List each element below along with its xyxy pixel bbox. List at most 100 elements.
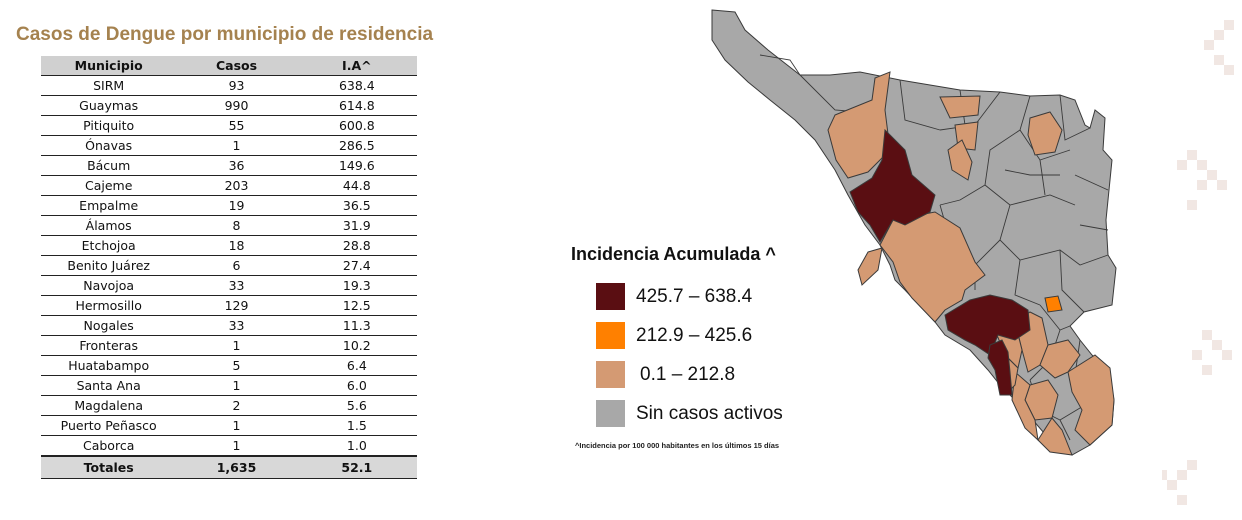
- region-pitiquito: [849, 128, 936, 243]
- cell-ia: 31.9: [296, 215, 417, 236]
- totals-casos: 1,635: [176, 455, 297, 479]
- page-title: Casos de Dengue por municipio de residen…: [16, 24, 434, 45]
- cell-municipio: Puerto Peñasco: [41, 415, 177, 436]
- cell-ia: 27.4: [296, 255, 417, 276]
- cell-ia: 1.5: [296, 415, 417, 436]
- cell-casos: 93: [176, 75, 297, 96]
- table-row: Puerto Peñasco 1 1.5: [41, 415, 417, 436]
- totals-ia: 52.1: [296, 455, 417, 479]
- header-casos: Casos: [176, 56, 297, 76]
- cell-casos: 5: [176, 355, 297, 376]
- legend-item-high: 425.7 – 638.4: [596, 277, 783, 316]
- cell-ia: 12.5: [296, 295, 417, 316]
- cell-municipio: Hermosillo: [41, 295, 177, 316]
- table-row: Nogales 33 11.3: [41, 315, 417, 336]
- region-etchojoa: [1011, 370, 1039, 442]
- cell-municipio: Cajeme: [41, 175, 177, 196]
- cell-ia: 6.0: [296, 375, 417, 396]
- cell-municipio: Fronteras: [41, 335, 177, 356]
- region-onavas: [1044, 295, 1063, 313]
- table-row: Ónavas 1 286.5: [41, 135, 417, 156]
- decorative-pattern: [1162, 20, 1234, 505]
- totals-label: Totales: [41, 455, 177, 479]
- cell-casos: 129: [176, 295, 297, 316]
- legend-item-low: 0.1 – 212.8: [596, 355, 783, 394]
- cell-ia: 5.6: [296, 395, 417, 416]
- region-alamos: [1067, 354, 1115, 446]
- cell-ia: 600.8: [296, 115, 417, 136]
- cell-casos: 33: [176, 315, 297, 336]
- table-row: Magdalena 2 5.6: [41, 395, 417, 416]
- region-huatabampo: [1037, 417, 1073, 456]
- legend-footnote: ^Incidencia por 100 000 habitantes en lo…: [575, 441, 780, 450]
- cell-casos: 18: [176, 235, 297, 256]
- table-row: Empalme 19 36.5: [41, 195, 417, 216]
- legend-swatch-high: [596, 283, 625, 310]
- table-row: Cajeme 203 44.8: [41, 175, 417, 196]
- legend-item-none: Sin casos activos: [596, 394, 783, 433]
- table-row: Huatabampo 5 6.4: [41, 355, 417, 376]
- legend-swatch-none: [596, 400, 625, 427]
- cell-casos: 36: [176, 155, 297, 176]
- cell-ia: 286.5: [296, 135, 417, 156]
- region-puerto-penasco: [857, 247, 883, 286]
- cell-municipio: Empalme: [41, 195, 177, 216]
- region-nogales: [947, 139, 973, 181]
- cell-municipio: Ónavas: [41, 135, 177, 156]
- cell-municipio: Huatabampo: [41, 355, 177, 376]
- cell-casos: 8: [176, 215, 297, 236]
- cell-municipio: Etchojoa: [41, 235, 177, 256]
- cell-municipio: Benito Juárez: [41, 255, 177, 276]
- cell-ia: 6.4: [296, 355, 417, 376]
- cell-ia: 19.3: [296, 275, 417, 296]
- totals-row: Totales 1,635 52.1: [41, 455, 417, 479]
- cell-ia: 28.8: [296, 235, 417, 256]
- cell-municipio: Santa Ana: [41, 375, 177, 396]
- cell-casos: 990: [176, 95, 297, 116]
- cell-casos: 1: [176, 415, 297, 436]
- table-row: Guaymas 990 614.8: [41, 95, 417, 116]
- header-ia: I.A^: [296, 56, 417, 76]
- cases-table: Municipio Casos I.A^ SIRM 93 638.4 Guaymas 9…: [41, 56, 417, 479]
- cell-municipio: Guaymas: [41, 95, 177, 116]
- legend-label-none: Sin casos activos: [636, 402, 783, 424]
- header-municipio: Municipio: [41, 56, 177, 76]
- cell-casos: 33: [176, 275, 297, 296]
- table-row: Álamos 8 31.9: [41, 215, 417, 236]
- table-row: Pitiquito 55 600.8: [41, 115, 417, 136]
- table-row: Santa Ana 1 6.0: [41, 375, 417, 396]
- table-row: Hermosillo 129 12.5: [41, 295, 417, 316]
- cell-ia: 11.3: [296, 315, 417, 336]
- legend-title: Incidencia Acumulada ^: [571, 244, 776, 264]
- table-row: Benito Juárez 6 27.4: [41, 255, 417, 276]
- cell-ia: 614.8: [296, 95, 417, 116]
- cell-ia: 36.5: [296, 195, 417, 216]
- legend-label-high: 425.7 – 638.4: [636, 285, 753, 307]
- cell-ia: 44.8: [296, 175, 417, 196]
- cell-casos: 1: [176, 335, 297, 356]
- region-sirm: [987, 339, 1013, 396]
- cell-municipio: Bácum: [41, 155, 177, 176]
- cell-casos: 6: [176, 255, 297, 276]
- table-row: SIRM 93 638.4: [41, 75, 417, 96]
- region-guaymas: [944, 294, 1031, 356]
- legend-swatch-mid: [596, 322, 625, 349]
- cell-municipio: SIRM: [41, 75, 177, 96]
- region-fronteras: [1027, 111, 1063, 156]
- region-hermosillo: [879, 211, 986, 323]
- table-header-row: Municipio Casos I.A^: [41, 56, 417, 76]
- map-legend: Incidencia Acumulada ^ 425.7 – 638.4 212…: [571, 244, 783, 433]
- cell-municipio: Pitiquito: [41, 115, 177, 136]
- table-row: Bácum 36 149.6: [41, 155, 417, 176]
- cell-municipio: Álamos: [41, 215, 177, 236]
- cell-ia: 149.6: [296, 155, 417, 176]
- region-santa-ana: [939, 95, 981, 119]
- legend-label-mid: 212.9 – 425.6: [636, 324, 753, 346]
- table-row: Etchojoa 18 28.8: [41, 235, 417, 256]
- cell-municipio: Magdalena: [41, 395, 177, 416]
- legend-item-mid: 212.9 – 425.6: [596, 316, 783, 355]
- cell-municipio: Nogales: [41, 315, 177, 336]
- cell-casos: 2: [176, 395, 297, 416]
- region-benito-juarez: [1039, 339, 1081, 379]
